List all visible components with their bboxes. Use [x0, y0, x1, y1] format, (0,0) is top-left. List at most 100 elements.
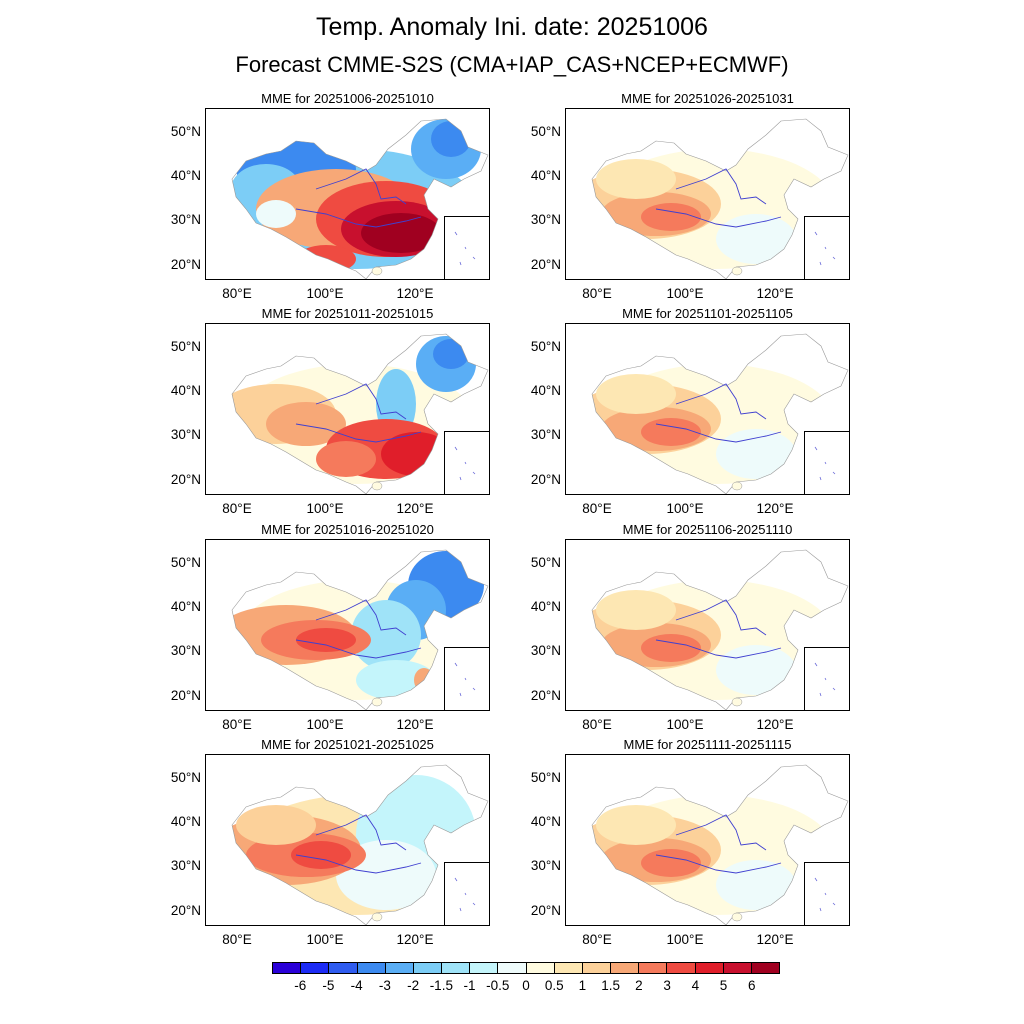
colorbar-label: -6: [294, 978, 307, 993]
inset-islands: [814, 662, 836, 697]
colorbar-segment: [329, 963, 358, 973]
colorbar-segment: [413, 963, 443, 973]
anomaly-region: [431, 121, 471, 157]
lat-tick-label: 30°N: [170, 643, 201, 658]
colorbar-label: -3: [378, 978, 391, 993]
colorbar-label: 0: [522, 978, 530, 993]
hainan-island: [371, 912, 383, 922]
inset-islands: [454, 446, 476, 481]
anomaly-region: [266, 402, 346, 446]
hainan-island: [731, 697, 743, 707]
south-china-sea-inset: [444, 216, 489, 279]
china-border: [591, 333, 849, 494]
yangtze-river: [295, 208, 422, 228]
yangtze-river: [295, 639, 422, 659]
anomaly-region: [716, 214, 796, 264]
yellow-river: [675, 599, 767, 636]
south-china-sea-inset: [804, 216, 849, 279]
anomaly-region: [296, 628, 356, 652]
anomaly-region: [716, 645, 796, 695]
south-china-sea-inset: [804, 862, 849, 925]
hainan-island: [371, 266, 383, 276]
colorbar-segment: [667, 963, 696, 973]
lat-tick-label: 20°N: [170, 257, 201, 272]
hainan-island: [731, 912, 743, 922]
china-border: [231, 549, 489, 710]
colorbar-segment: [470, 963, 499, 973]
anomaly-region: [716, 429, 796, 479]
lat-tick-label: 50°N: [170, 124, 201, 139]
colorbar-segment: [357, 963, 386, 973]
map-panel: [205, 323, 490, 495]
colorbar-segment: [442, 963, 471, 973]
colorbar-label: 5: [719, 978, 728, 993]
lon-tick-label: 120°E: [396, 501, 434, 516]
south-china-sea-inset: [444, 431, 489, 494]
panel-title: MME for 20251111-20251115: [623, 737, 792, 752]
china-border: [591, 549, 849, 710]
yellow-river: [315, 599, 407, 636]
anomaly-region: [433, 339, 469, 369]
lon-tick-label: 80°E: [582, 286, 612, 301]
panel-title: MME for 20251006-20251010: [261, 91, 434, 106]
anomaly-field: [592, 580, 836, 700]
colorbar-segment: [751, 963, 780, 973]
lat-tick-label: 40°N: [170, 168, 201, 183]
anomaly-region: [641, 203, 701, 231]
colorbar-segment: [695, 963, 724, 973]
colorbar-label: -1: [463, 978, 476, 993]
lon-tick-label: 80°E: [222, 932, 252, 947]
anomaly-field: [592, 364, 836, 484]
anomaly-region: [641, 418, 701, 446]
colorbar-label: 2: [635, 978, 643, 993]
lon-tick-label: 100°E: [666, 932, 704, 947]
inset-islands: [814, 446, 836, 481]
china-border: [591, 118, 849, 279]
lat-tick-label: 20°N: [530, 257, 561, 272]
lon-tick-label: 100°E: [666, 501, 704, 516]
lat-tick-label: 30°N: [170, 858, 201, 873]
yangtze-river: [295, 854, 422, 874]
lat-tick-label: 40°N: [170, 599, 201, 614]
colorbar-segment: [611, 963, 640, 973]
yangtze-river: [295, 423, 422, 443]
anomaly-region: [596, 590, 676, 630]
yellow-river: [315, 814, 407, 851]
yellow-river: [675, 814, 767, 851]
colorbar-segment: [273, 963, 302, 973]
lat-tick-label: 40°N: [530, 599, 561, 614]
lat-tick-label: 40°N: [530, 383, 561, 398]
hainan-island: [371, 697, 383, 707]
hainan-island: [731, 481, 743, 491]
lat-tick-label: 30°N: [530, 212, 561, 227]
anomaly-region: [316, 441, 376, 477]
lat-tick-label: 50°N: [530, 124, 561, 139]
anomaly-region: [716, 860, 796, 910]
lon-tick-label: 120°E: [396, 932, 434, 947]
hainan-island: [371, 481, 383, 491]
panel-title: MME for 20251026-20251031: [621, 91, 794, 106]
yangtze-river: [655, 854, 782, 874]
lat-tick-label: 20°N: [170, 472, 201, 487]
colorbar-segment: [385, 963, 414, 973]
china-border: [231, 333, 489, 494]
map-panel: [205, 754, 490, 926]
lon-tick-label: 100°E: [666, 286, 704, 301]
panel-title: MME for 20251021-20251025: [261, 737, 434, 752]
lon-tick-label: 120°E: [756, 717, 794, 732]
lon-tick-label: 100°E: [666, 717, 704, 732]
yellow-river: [675, 168, 767, 205]
lon-tick-label: 120°E: [756, 286, 794, 301]
colorbar: [272, 962, 780, 974]
anomaly-region: [641, 634, 701, 662]
map-panel: [565, 754, 850, 926]
lat-tick-label: 50°N: [170, 339, 201, 354]
lon-tick-label: 80°E: [222, 717, 252, 732]
map-panel: [205, 108, 490, 280]
map-panel: [565, 108, 850, 280]
inset-islands: [454, 231, 476, 266]
colorbar-segment: [301, 963, 330, 973]
south-china-sea-inset: [804, 647, 849, 710]
panel-title: MME for 20251106-20251110: [622, 522, 793, 537]
anomaly-region: [291, 841, 351, 869]
